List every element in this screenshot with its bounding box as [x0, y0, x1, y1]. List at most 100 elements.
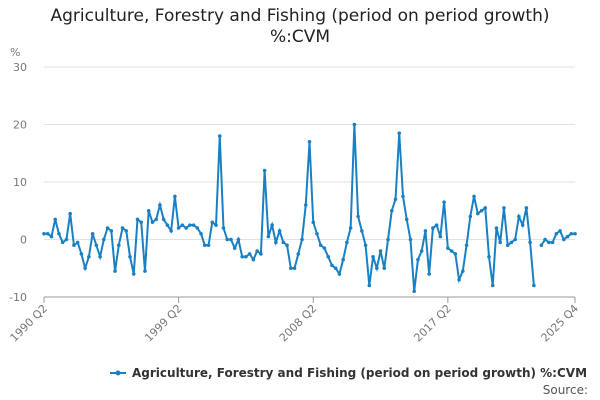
point	[397, 131, 402, 135]
point	[322, 246, 327, 250]
point	[83, 266, 87, 271]
point	[42, 231, 46, 236]
point	[236, 237, 241, 242]
point	[102, 237, 106, 242]
point	[150, 220, 155, 225]
point	[532, 283, 536, 288]
point	[128, 254, 132, 259]
point	[404, 217, 409, 222]
point	[449, 249, 454, 253]
point	[408, 237, 413, 242]
point	[345, 240, 349, 245]
point	[348, 226, 353, 230]
point	[262, 168, 267, 173]
point	[202, 243, 207, 248]
point	[558, 229, 562, 233]
point	[120, 226, 125, 230]
legend-label: Agriculture, Forestry and Fishing (perio…	[132, 366, 587, 380]
point	[375, 266, 379, 271]
point	[419, 249, 424, 253]
point	[502, 206, 506, 210]
point	[225, 237, 230, 242]
point	[457, 277, 461, 282]
point	[528, 240, 532, 245]
point	[416, 257, 420, 262]
point	[427, 272, 431, 276]
point	[360, 229, 364, 233]
point	[169, 229, 173, 233]
point	[176, 226, 181, 230]
point	[468, 214, 473, 219]
point	[547, 240, 551, 245]
point	[94, 243, 99, 248]
point	[337, 272, 342, 276]
y-tick-label: 10	[13, 176, 27, 189]
point	[72, 243, 76, 248]
y-tick-label: 0	[20, 234, 27, 247]
point	[244, 254, 248, 259]
point	[161, 217, 166, 222]
point	[75, 240, 80, 245]
point	[221, 226, 226, 230]
point	[550, 240, 555, 245]
point	[539, 243, 544, 248]
point	[251, 257, 256, 262]
point	[475, 211, 480, 216]
point	[131, 272, 136, 276]
point	[199, 231, 203, 236]
point	[247, 252, 252, 256]
point	[87, 254, 91, 259]
point	[45, 231, 50, 236]
point	[330, 263, 334, 268]
point	[135, 217, 140, 222]
point	[270, 223, 274, 227]
point	[352, 122, 357, 127]
point	[255, 249, 259, 253]
point	[214, 223, 218, 227]
point	[569, 231, 574, 236]
point	[543, 237, 547, 242]
point	[423, 229, 428, 233]
point	[229, 237, 233, 242]
legend-marker	[115, 370, 121, 376]
point	[382, 266, 387, 271]
point	[210, 220, 215, 225]
point	[517, 214, 521, 219]
point	[505, 243, 510, 248]
point	[386, 237, 390, 242]
point	[446, 246, 450, 250]
point	[341, 257, 345, 262]
point	[285, 243, 289, 248]
point	[431, 226, 435, 230]
point	[296, 252, 301, 256]
point	[154, 217, 158, 222]
point	[277, 229, 282, 233]
point	[378, 249, 383, 253]
point	[442, 200, 446, 204]
point	[479, 208, 484, 213]
y-tick-label: 20	[13, 119, 27, 132]
point	[68, 211, 72, 216]
point	[311, 220, 316, 225]
point	[318, 243, 323, 248]
point	[472, 194, 476, 199]
x-tick-label: 2017 Q2	[411, 302, 454, 345]
point	[573, 231, 577, 236]
point	[363, 243, 368, 248]
point	[453, 252, 458, 256]
x-tick-label: 1999 Q2	[142, 302, 185, 345]
point	[274, 240, 278, 245]
point	[303, 203, 308, 207]
point	[173, 194, 177, 199]
point	[143, 269, 147, 273]
point	[464, 243, 469, 248]
point	[498, 240, 503, 245]
point	[434, 223, 439, 227]
point	[195, 226, 200, 230]
y-axis-label: %	[10, 46, 20, 59]
point	[307, 139, 312, 144]
point	[259, 252, 263, 256]
point	[300, 237, 304, 242]
point	[124, 229, 129, 233]
